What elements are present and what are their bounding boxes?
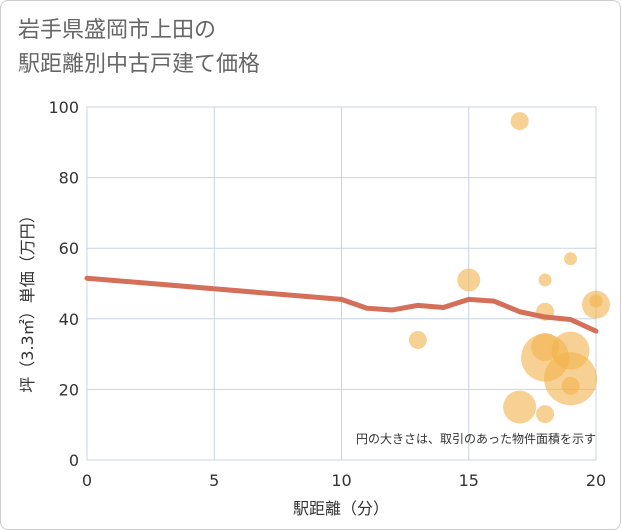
bubble-point [457,268,481,292]
chart-title-line-1: 岩手県盛岡市上田の [18,18,217,43]
x-tick-label: 20 [586,471,606,490]
bubble-point [589,294,603,308]
y-tick-label: 40 [59,310,79,329]
bubble-point [538,273,552,287]
bubble-point [408,330,427,349]
chart-title: 岩手県盛岡市上田の 駅距離別中古戸建て価格 [18,14,260,82]
chart-title-line-2: 駅距離別中古戸建て価格 [18,52,261,77]
x-tick-label: 0 [82,471,92,490]
x-axis-ticks: 0 5 10 15 20 [82,471,606,490]
bubble-point [561,376,580,395]
average-price-line [84,275,599,334]
y-axis-ticks: 0 20 40 60 80 100 [48,98,79,470]
y-tick-label: 80 [59,169,79,188]
bubble-point [510,112,529,131]
bubble-point [503,390,537,424]
bubble-series [408,112,610,424]
y-tick-label: 100 [48,98,79,117]
y-axis-label: 坪（3.3㎡）単価（万円） [18,207,37,392]
bubble-point [564,252,578,266]
y-tick-label: 0 [69,451,79,470]
x-tick-label: 5 [209,471,219,490]
x-tick-label: 15 [459,471,479,490]
y-tick-label: 20 [59,380,79,399]
x-axis-label: 駅距離（分） [293,499,389,518]
bubble-point [536,405,555,424]
x-tick-label: 10 [331,471,351,490]
average-line-series [84,275,599,334]
size-annotation: 円の大きさは、取引のあった物件面積を示す [356,431,596,446]
y-tick-label: 60 [59,239,79,258]
